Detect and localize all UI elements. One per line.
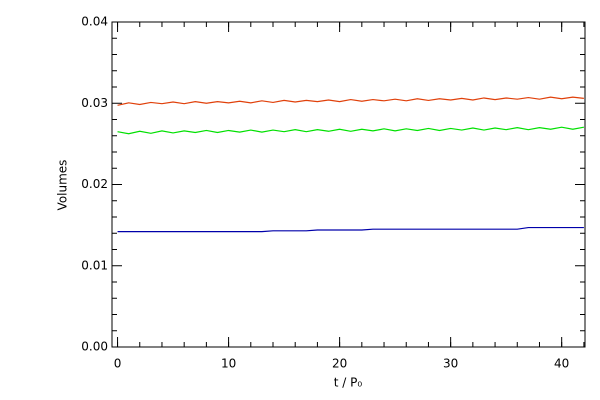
x-tick-label: 40 <box>554 357 569 371</box>
y-tick-label: 0.03 <box>81 96 108 110</box>
x-tick-label: 0 <box>114 357 122 371</box>
y-axis-label: Volumes <box>56 160 70 211</box>
data-line <box>117 226 584 233</box>
x-tick-label: 20 <box>332 357 347 371</box>
x-tick-label: 10 <box>221 357 236 371</box>
y-tick-label: 0.01 <box>81 258 108 272</box>
y-tick-label: 0.00 <box>81 340 108 354</box>
data-line <box>117 126 584 135</box>
x-axis-label: t / P₀ <box>334 376 363 390</box>
data-line <box>117 96 584 106</box>
x-tick-label: 30 <box>443 357 458 371</box>
y-tick-label: 0.02 <box>81 177 108 191</box>
y-tick-label: 0.04 <box>81 15 108 29</box>
